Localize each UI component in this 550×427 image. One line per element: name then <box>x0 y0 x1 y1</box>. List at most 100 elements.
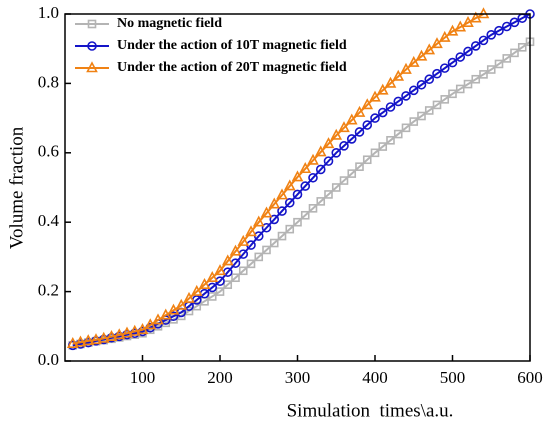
data-point <box>501 21 512 32</box>
y-tick-label: 0.4 <box>38 211 60 230</box>
data-point <box>308 172 318 183</box>
y-tick-label: 0.8 <box>38 72 59 91</box>
data-point <box>338 121 350 133</box>
data-point <box>285 224 295 234</box>
data-point <box>463 79 473 89</box>
data-point <box>246 259 256 269</box>
data-point <box>469 11 482 23</box>
data-point <box>393 96 404 107</box>
data-point <box>417 111 426 121</box>
data-point <box>277 231 287 241</box>
data-point <box>424 106 434 115</box>
data-point <box>262 245 271 255</box>
data-point <box>128 324 141 336</box>
data-point <box>252 215 265 227</box>
data-point <box>370 148 380 158</box>
data-point <box>494 59 504 69</box>
data-point <box>315 164 326 175</box>
data-point <box>215 287 225 296</box>
data-point <box>307 153 319 165</box>
data-point <box>323 156 334 166</box>
data-point <box>431 37 443 49</box>
data-point <box>254 252 264 262</box>
data-point <box>446 24 459 36</box>
data-point <box>455 84 465 94</box>
legend-label: Under the action of 20T magnetic field <box>117 60 347 75</box>
data-point <box>308 204 318 213</box>
data-point <box>386 136 395 145</box>
data-point <box>316 197 326 206</box>
data-point <box>455 52 466 62</box>
data-point <box>486 65 496 74</box>
x-tick-label: 100 <box>130 368 156 387</box>
data-point <box>245 225 257 237</box>
data-point <box>354 127 365 137</box>
data-point <box>292 189 303 200</box>
data-point <box>377 107 388 118</box>
data-point <box>510 48 519 58</box>
data-point <box>369 90 381 102</box>
data-point <box>300 181 311 191</box>
data-point <box>361 98 374 110</box>
data-point <box>401 123 411 133</box>
data-point <box>432 68 442 79</box>
data-point <box>415 49 428 61</box>
data-point <box>283 179 296 191</box>
data-point <box>293 217 302 227</box>
data-point <box>300 210 310 220</box>
data-point <box>494 25 504 36</box>
legend-marker <box>87 19 97 29</box>
data-point <box>439 63 450 73</box>
data-point <box>440 95 450 104</box>
data-point <box>190 284 203 296</box>
x-tick-label: 500 <box>440 368 466 387</box>
data-point <box>448 89 457 99</box>
data-point <box>486 30 497 40</box>
data-point <box>339 141 349 151</box>
legend-marker <box>86 61 98 73</box>
y-tick-label: 0.2 <box>38 281 59 300</box>
data-point <box>206 271 219 283</box>
data-point <box>207 292 217 301</box>
data-point <box>277 206 287 216</box>
data-point <box>424 74 435 85</box>
data-point <box>74 335 87 347</box>
data-point <box>66 336 79 348</box>
data-point <box>362 155 372 165</box>
data-point <box>175 298 188 310</box>
data-point <box>376 83 389 95</box>
data-point <box>229 244 242 256</box>
x-tick-label: 400 <box>362 368 388 387</box>
data-point <box>223 280 233 289</box>
data-point <box>291 170 304 182</box>
legend-marker <box>87 41 97 51</box>
y-axis-label: Volume fraction <box>6 126 27 249</box>
data-point <box>339 176 349 185</box>
x-tick-label: 600 <box>517 368 543 387</box>
data-point <box>385 102 396 112</box>
data-point <box>90 333 102 345</box>
data-point <box>121 326 133 338</box>
legend-label: No magnetic field <box>117 16 222 31</box>
data-point <box>471 74 481 84</box>
data-point <box>261 222 272 233</box>
data-point <box>346 134 357 144</box>
data-point <box>509 17 520 28</box>
x-tick-label: 300 <box>285 368 311 387</box>
data-point <box>432 100 442 110</box>
data-point <box>198 277 211 289</box>
y-tick-label: 0.0 <box>38 350 59 369</box>
data-point <box>463 46 473 57</box>
data-point <box>284 197 295 208</box>
data-point <box>392 69 405 81</box>
y-tick-label: 1.0 <box>38 3 59 22</box>
data-point <box>407 55 420 67</box>
x-axis-label: Simulation times\a.u. <box>287 400 454 421</box>
data-point <box>82 334 95 346</box>
data-point <box>276 188 288 200</box>
data-point <box>393 129 403 139</box>
y-tick-label: 0.6 <box>38 142 59 161</box>
data-point <box>478 35 489 46</box>
data-point <box>269 214 280 225</box>
